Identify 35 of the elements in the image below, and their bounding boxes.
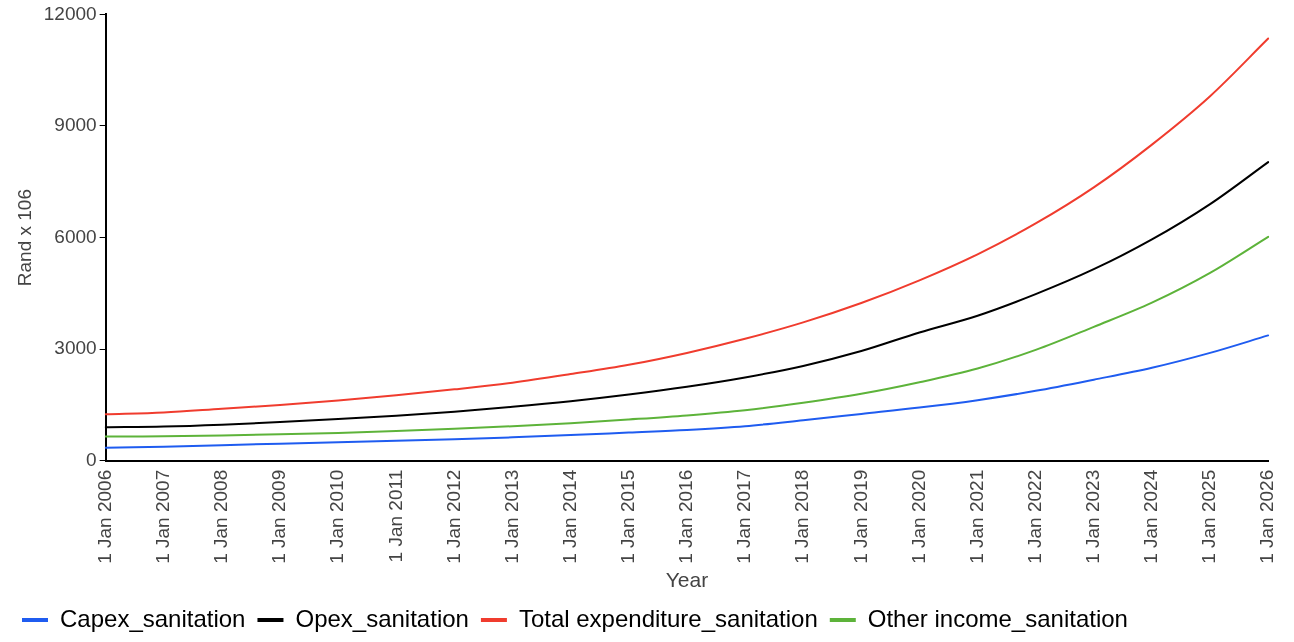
- legend-label: Total expenditure_sanitation: [518, 604, 818, 632]
- x-tick-label: 1 Jan 2016: [675, 469, 697, 564]
- x-tick-label: 1 Jan 2011: [384, 469, 406, 563]
- x-tick-label: 1 Jan 2023: [1082, 469, 1104, 564]
- x-tick-label: 1 Jan 2015: [617, 469, 639, 564]
- x-tick-label: 1 Jan 2025: [1198, 469, 1220, 564]
- legend-label: Opex_sanitation: [295, 604, 469, 632]
- x-tick-label: 1 Jan 2018: [791, 469, 813, 564]
- y-tick-label: 12000: [43, 2, 97, 24]
- x-tick-label: 1 Jan 2012: [442, 469, 464, 564]
- y-tick-label: 3000: [54, 337, 97, 359]
- x-tick-label: 1 Jan 2010: [326, 469, 348, 564]
- x-tick-label: 1 Jan 2013: [500, 469, 522, 564]
- x-tick-label: 1 Jan 2024: [1140, 469, 1162, 564]
- x-tick-label: 1 Jan 2008: [210, 469, 232, 564]
- line-series: [104, 37, 1270, 416]
- x-tick-label: 1 Jan 2006: [93, 469, 115, 564]
- x-tick-label: 1 Jan 2017: [733, 469, 755, 564]
- y-tick-label: 0: [86, 449, 97, 471]
- x-tick-label: 1 Jan 2020: [907, 469, 929, 564]
- x-tick-label: 1 Jan 2014: [558, 469, 580, 564]
- line-series: [104, 235, 1270, 438]
- y-axis-title: Rand x 106: [13, 188, 35, 287]
- y-tick-label: 6000: [54, 225, 97, 247]
- y-tick-label: 9000: [54, 114, 97, 136]
- line-series: [104, 334, 1270, 449]
- legend-label: Other income_sanitation: [867, 604, 1128, 632]
- x-tick-label: 1 Jan 2007: [152, 469, 173, 564]
- x-tick-label: 1 Jan 2021: [965, 469, 987, 564]
- x-tick-label: 1 Jan 2009: [268, 469, 290, 564]
- x-tick-label: 1 Jan 2026: [1256, 469, 1278, 564]
- x-axis-title: Year: [665, 568, 709, 592]
- x-tick-label: 1 Jan 2019: [849, 469, 871, 564]
- legend-label: Capex_sanitation: [60, 604, 246, 632]
- x-tick-label: 1 Jan 2022: [1023, 469, 1045, 564]
